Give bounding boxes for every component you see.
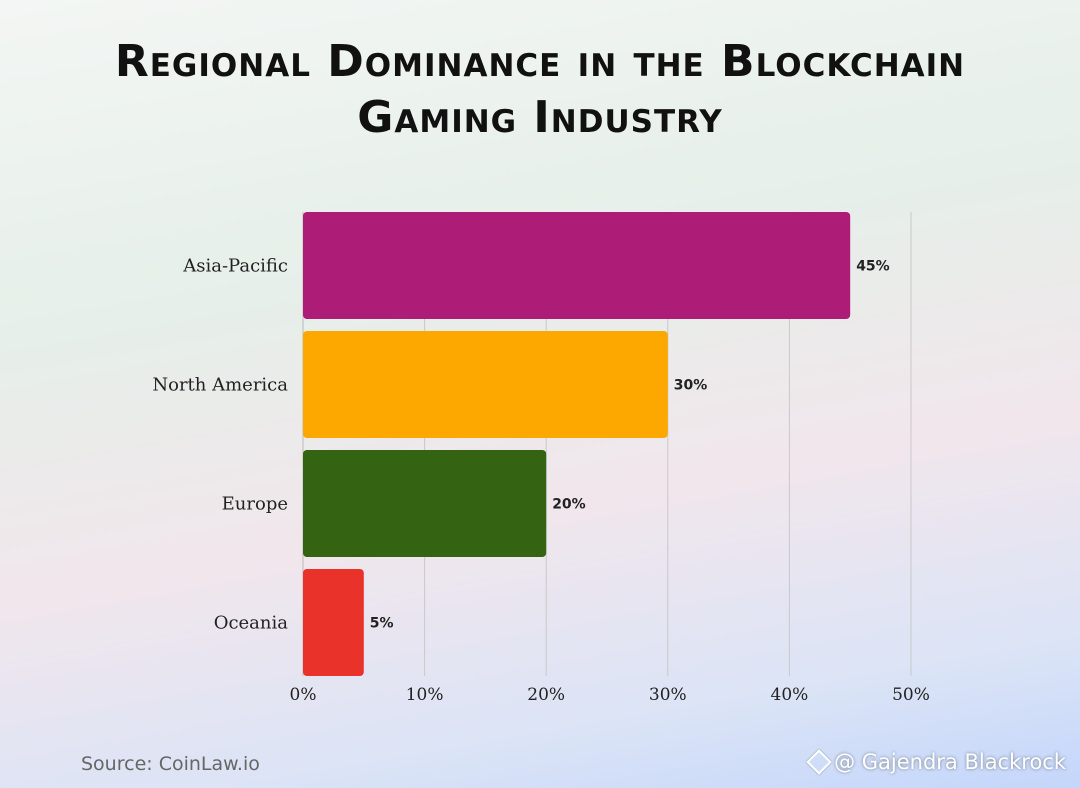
- category-labels: Asia-Pacific North America Europe Oceania: [152, 256, 288, 634]
- category-label-europe: Europe: [222, 494, 288, 515]
- category-label-oceania: Oceania: [214, 613, 289, 634]
- bars: [303, 212, 851, 676]
- x-tick-label-10: 10%: [406, 685, 444, 705]
- chart-title: Regional Dominance in the Blockchain Gam…: [0, 34, 1080, 146]
- bar-oceania: [303, 569, 364, 676]
- value-label-europe: 20%: [552, 497, 586, 513]
- x-tick-label-50: 50%: [892, 685, 930, 705]
- x-tick-label-40: 40%: [771, 685, 809, 705]
- x-tick-label-0: 0%: [290, 685, 317, 705]
- x-tick-label-20: 20%: [527, 685, 565, 705]
- bar-north-america: [303, 331, 668, 438]
- value-label-north-america: 30%: [674, 378, 708, 394]
- diamond-logo-icon: [806, 749, 832, 775]
- bar-europe: [303, 450, 547, 557]
- value-label-asia-pacific: 45%: [856, 259, 890, 275]
- source-note: Source: CoinLaw.io: [81, 753, 260, 775]
- category-label-north-america: North America: [152, 375, 288, 396]
- x-tick-label-30: 30%: [649, 685, 687, 705]
- category-label-asia-pacific: Asia-Pacific: [182, 256, 288, 277]
- chart-title-line-2: Gaming Industry: [357, 92, 723, 143]
- value-label-oceania: 5%: [370, 616, 394, 632]
- watermark: @ Gajendra Blackrock: [806, 749, 1066, 775]
- value-labels: 45% 30% 20% 5%: [370, 259, 890, 632]
- chart-title-line-1: Regional Dominance in the Blockchain: [114, 36, 966, 87]
- bar-asia-pacific: [303, 212, 851, 319]
- x-tick-labels: 0% 10% 20% 30% 40% 50%: [290, 685, 930, 705]
- watermark-text: @ Gajendra Blackrock: [834, 750, 1066, 774]
